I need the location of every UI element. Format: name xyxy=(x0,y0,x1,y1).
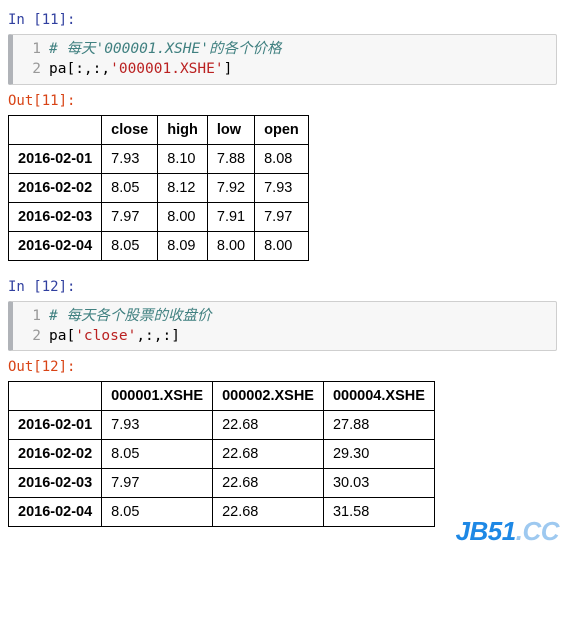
token-plain: ,:,:] xyxy=(136,328,180,344)
token-comment: # 每天各个股票的收盘价 xyxy=(49,308,211,324)
column-header: 000001.XSHE xyxy=(102,382,213,411)
input-prompt: In [12]: xyxy=(8,279,557,295)
line-number: 2 xyxy=(13,59,49,79)
table-cell: 8.05 xyxy=(102,231,158,260)
token-string: 'close' xyxy=(75,328,136,344)
output-table: closehighlowopen2016-02-017.938.107.888.… xyxy=(8,115,309,261)
column-header: low xyxy=(207,115,254,144)
line-number: 1 xyxy=(13,39,49,59)
table-corner xyxy=(9,115,102,144)
code-line: 2pa[:,:,'000001.XSHE'] xyxy=(13,59,556,79)
code-content: # 每天'000001.XSHE'的各个价格 xyxy=(49,39,556,59)
table-cell: 8.00 xyxy=(255,231,309,260)
table-cell: 8.05 xyxy=(102,440,213,469)
line-number: 1 xyxy=(13,306,49,326)
table-row: 2016-02-017.938.107.888.08 xyxy=(9,144,309,173)
table-cell: 7.93 xyxy=(255,173,309,202)
table-row: 2016-02-037.978.007.917.97 xyxy=(9,202,309,231)
output-prompt: Out[11]: xyxy=(8,93,557,109)
row-header: 2016-02-01 xyxy=(9,411,102,440)
table-cell: 8.00 xyxy=(158,202,208,231)
token-plain: pa[:,:, xyxy=(49,61,110,77)
code-line: 1# 每天各个股票的收盘价 xyxy=(13,306,556,326)
token-plain: ] xyxy=(224,61,233,77)
code-content: pa[:,:,'000001.XSHE'] xyxy=(49,59,556,79)
column-header: 000004.XSHE xyxy=(323,382,434,411)
table-cell: 31.58 xyxy=(323,498,434,527)
code-content: # 每天各个股票的收盘价 xyxy=(49,306,556,326)
code-line: 2pa['close',:,:] xyxy=(13,326,556,346)
code-cell[interactable]: 1# 每天各个股票的收盘价2pa['close',:,:] xyxy=(8,301,557,352)
row-header: 2016-02-02 xyxy=(9,173,102,202)
code-content: pa['close',:,:] xyxy=(49,326,556,346)
table-cell: 7.97 xyxy=(102,202,158,231)
table-cell: 29.30 xyxy=(323,440,434,469)
code-line: 1# 每天'000001.XSHE'的各个价格 xyxy=(13,39,556,59)
row-header: 2016-02-04 xyxy=(9,498,102,527)
table-row: 2016-02-017.9322.6827.88 xyxy=(9,411,435,440)
token-string: '000001.XSHE' xyxy=(110,61,224,77)
output-prompt: Out[12]: xyxy=(8,359,557,375)
row-header: 2016-02-03 xyxy=(9,202,102,231)
input-prompt: In [11]: xyxy=(8,12,557,28)
row-header: 2016-02-01 xyxy=(9,144,102,173)
table-cell: 7.97 xyxy=(255,202,309,231)
table-cell: 7.91 xyxy=(207,202,254,231)
table-cell: 8.09 xyxy=(158,231,208,260)
table-row: 2016-02-048.0522.6831.58 xyxy=(9,498,435,527)
table-cell: 22.68 xyxy=(213,469,324,498)
table-cell: 27.88 xyxy=(323,411,434,440)
row-header: 2016-02-03 xyxy=(9,469,102,498)
table-header-row: 000001.XSHE000002.XSHE000004.XSHE xyxy=(9,382,435,411)
table-row: 2016-02-028.058.127.927.93 xyxy=(9,173,309,202)
table-cell: 8.00 xyxy=(207,231,254,260)
output-table: 000001.XSHE000002.XSHE000004.XSHE2016-02… xyxy=(8,381,435,527)
column-header: close xyxy=(102,115,158,144)
table-cell: 7.97 xyxy=(102,469,213,498)
table-row: 2016-02-037.9722.6830.03 xyxy=(9,469,435,498)
column-header: high xyxy=(158,115,208,144)
table-cell: 7.92 xyxy=(207,173,254,202)
notebook-root: In [11]:1# 每天'000001.XSHE'的各个价格2pa[:,:,'… xyxy=(8,12,557,527)
table-cell: 8.12 xyxy=(158,173,208,202)
table-cell: 8.05 xyxy=(102,173,158,202)
row-header: 2016-02-04 xyxy=(9,231,102,260)
table-cell: 7.88 xyxy=(207,144,254,173)
token-comment: # 每天'000001.XSHE'的各个价格 xyxy=(49,41,281,57)
code-cell[interactable]: 1# 每天'000001.XSHE'的各个价格2pa[:,:,'000001.X… xyxy=(8,34,557,85)
table-cell: 7.93 xyxy=(102,411,213,440)
column-header: 000002.XSHE xyxy=(213,382,324,411)
token-plain: pa[ xyxy=(49,328,75,344)
table-header-row: closehighlowopen xyxy=(9,115,309,144)
table-cell: 8.05 xyxy=(102,498,213,527)
row-header: 2016-02-02 xyxy=(9,440,102,469)
table-cell: 7.93 xyxy=(102,144,158,173)
table-cell: 8.08 xyxy=(255,144,309,173)
table-corner xyxy=(9,382,102,411)
table-cell: 30.03 xyxy=(323,469,434,498)
table-row: 2016-02-028.0522.6829.30 xyxy=(9,440,435,469)
table-cell: 22.68 xyxy=(213,498,324,527)
table-cell: 8.10 xyxy=(158,144,208,173)
table-row: 2016-02-048.058.098.008.00 xyxy=(9,231,309,260)
line-number: 2 xyxy=(13,326,49,346)
table-cell: 22.68 xyxy=(213,411,324,440)
column-header: open xyxy=(255,115,309,144)
table-cell: 22.68 xyxy=(213,440,324,469)
